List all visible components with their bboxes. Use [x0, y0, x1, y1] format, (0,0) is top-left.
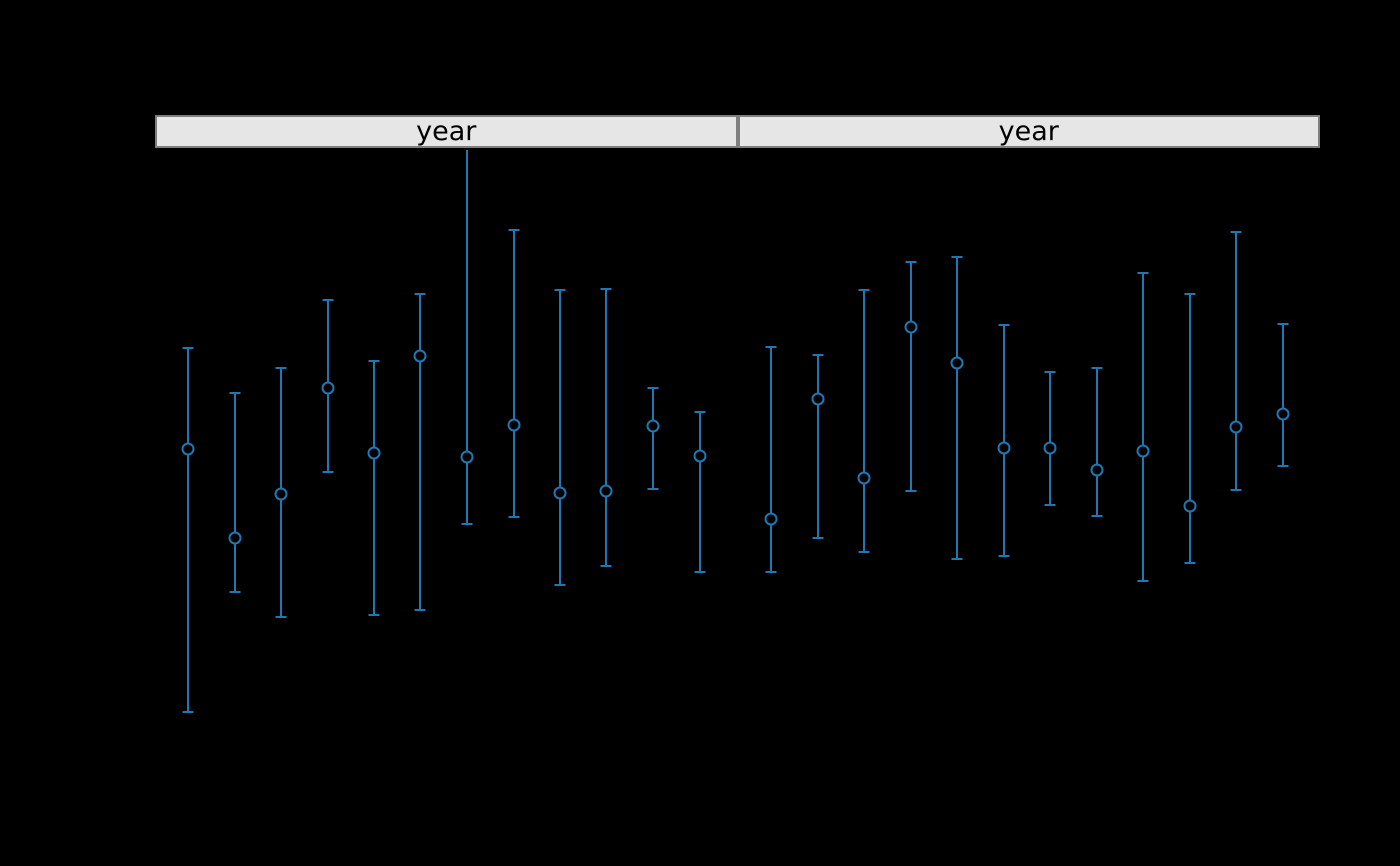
errorbar-point [811, 354, 825, 539]
errorbar-point [950, 256, 964, 560]
data-point-marker [997, 441, 1011, 455]
errorbar-point [413, 293, 427, 611]
errorbar-point [1136, 272, 1150, 582]
data-point-marker [693, 449, 707, 463]
data-point-marker [181, 442, 195, 456]
data-point-marker [811, 392, 825, 406]
errorbar-point [1043, 371, 1057, 506]
data-point-marker [274, 487, 288, 501]
errorbar-point [507, 229, 521, 518]
errorbar-point [599, 288, 613, 567]
errorbar-point [1276, 323, 1290, 467]
errorbar-point [646, 387, 660, 490]
data-point-marker [599, 484, 613, 498]
data-point-marker [1043, 441, 1057, 455]
data-point-marker [1229, 420, 1243, 434]
data-point-marker [646, 419, 660, 433]
data-point-marker [367, 446, 381, 460]
panel-strip-right-label: year [998, 116, 1059, 147]
errorbar-point [904, 261, 918, 492]
data-point-marker [460, 450, 474, 464]
errorbar-point [693, 411, 707, 573]
errorbar-point [274, 367, 288, 618]
errorbar-point [553, 289, 567, 586]
errorbar-point [764, 346, 778, 573]
panel-strip-left: year [155, 115, 738, 148]
data-point-marker [1136, 444, 1150, 458]
errorbar-point [460, 150, 474, 525]
data-point-marker [1090, 463, 1104, 477]
data-point-marker [904, 320, 918, 334]
panel-strip-right: year [737, 115, 1320, 148]
data-point-marker [1276, 407, 1290, 421]
errorbar-point [1183, 293, 1197, 564]
data-point-marker [1183, 499, 1197, 513]
data-point-marker [553, 486, 567, 500]
errorbar-point [367, 360, 381, 616]
errorbar-point [857, 289, 871, 553]
errorbar-point [181, 347, 195, 713]
data-point-marker [321, 381, 335, 395]
errorbar-point [321, 299, 335, 473]
data-point-marker [228, 531, 242, 545]
errorbar-point [228, 392, 242, 593]
data-point-marker [507, 418, 521, 432]
panel-strip-row: year year [155, 115, 1320, 148]
errorbar-point [997, 324, 1011, 557]
data-point-marker [413, 349, 427, 363]
data-point-marker [764, 512, 778, 526]
data-point-marker [950, 356, 964, 370]
errorbar-point [1090, 367, 1104, 517]
panel-strip-left-label: year [416, 116, 477, 147]
data-point-marker [857, 471, 871, 485]
errorbar-point [1229, 231, 1243, 491]
